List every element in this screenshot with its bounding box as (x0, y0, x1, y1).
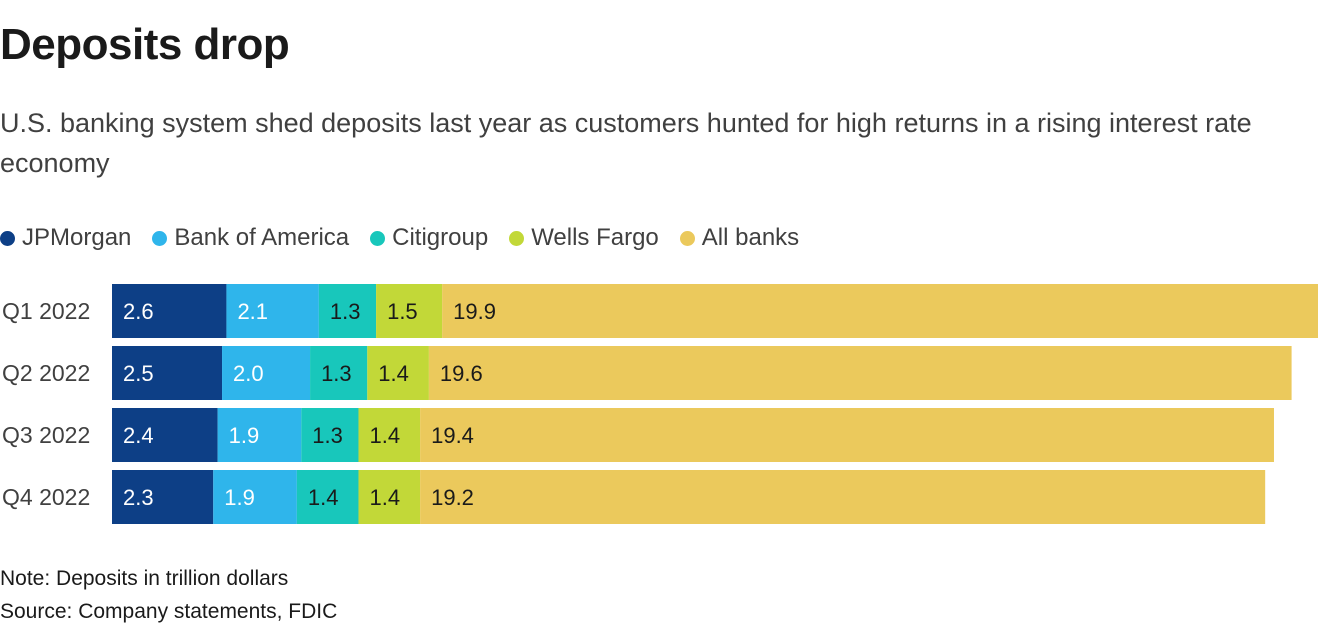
bar-segment (112, 470, 214, 524)
legend-label: JPMorgan (22, 224, 132, 251)
data-label: 19.2 (431, 485, 474, 510)
legend-label: All banks (701, 224, 800, 251)
data-label: 2.0 (233, 361, 264, 386)
bar-segment (376, 284, 443, 338)
data-label: 2.4 (123, 423, 154, 448)
bar-segment (442, 284, 1318, 338)
data-label: 19.9 (453, 299, 496, 324)
legend-swatch (152, 230, 168, 246)
bar-segment (358, 470, 421, 524)
bar-segment (217, 408, 302, 462)
data-label: 2.3 (123, 485, 154, 510)
data-label: 1.9 (229, 423, 260, 448)
bar-segment (112, 408, 218, 462)
data-label: 1.9 (224, 485, 255, 510)
legend-label: Wells Fargo (531, 224, 659, 251)
bar-segment (310, 346, 368, 400)
data-label: 19.4 (431, 423, 474, 448)
bar-segment (318, 284, 377, 338)
bar-segment (367, 346, 429, 400)
data-label: 1.4 (378, 361, 409, 386)
data-label: 19.6 (440, 361, 483, 386)
data-label: 1.3 (330, 299, 361, 324)
bar-segment (112, 284, 227, 338)
data-label: 1.3 (312, 423, 343, 448)
data-label: 2.1 (237, 299, 268, 324)
chart-subtitle: U.S. banking system shed deposits last y… (0, 108, 1252, 178)
legend-swatch (0, 230, 15, 246)
chart-legend: JPMorgan Bank of America Citigroup Wells Fa… (0, 224, 820, 252)
category-label: Q3 2022 (2, 422, 90, 448)
data-label: 1.3 (321, 361, 352, 386)
data-label: 2.6 (123, 299, 154, 324)
legend-swatch (370, 230, 386, 246)
category-label: Q1 2022 (2, 298, 90, 324)
bar-segment (296, 470, 359, 524)
bar-segment (226, 284, 319, 338)
chart-title: Deposits drop (0, 20, 290, 69)
bar-segment (420, 470, 1266, 524)
chart-note: Note: Deposits in trillion dollars (0, 567, 289, 590)
data-label: 1.4 (369, 485, 400, 510)
data-label: 1.4 (369, 423, 400, 448)
legend-label: Bank of America (174, 224, 350, 251)
bar-segment (213, 470, 297, 524)
stacked-bar-chart: Q1 2022 2.6 2.1 1.3 1.5 19.9 Q2 2022 2.5 2.0 1.3 1… (2, 284, 1318, 524)
data-label: 1.5 (387, 299, 418, 324)
data-label: 2.5 (123, 361, 154, 386)
legend-item: JPMorgan (0, 224, 131, 252)
chart-source: Source: Company statements, FDIC (0, 600, 338, 623)
legend-item: Wells Fargo (509, 224, 659, 252)
legend-swatch (679, 230, 695, 246)
bar-segment (428, 346, 1292, 400)
bar-segment (222, 346, 311, 400)
legend-item: Bank of America (152, 224, 349, 252)
legend-item: All banks (679, 224, 800, 252)
bar-segment (420, 408, 1274, 462)
bar-segment (358, 408, 421, 462)
legend-swatch (509, 230, 525, 246)
category-label: Q4 2022 (2, 484, 90, 510)
bar-segment (112, 346, 223, 400)
legend-label: Citigroup (392, 224, 489, 251)
data-label: 1.4 (308, 485, 339, 510)
bar-segment (301, 408, 359, 462)
category-label: Q2 2022 (2, 360, 90, 386)
legend-item: Citigroup (370, 224, 488, 252)
